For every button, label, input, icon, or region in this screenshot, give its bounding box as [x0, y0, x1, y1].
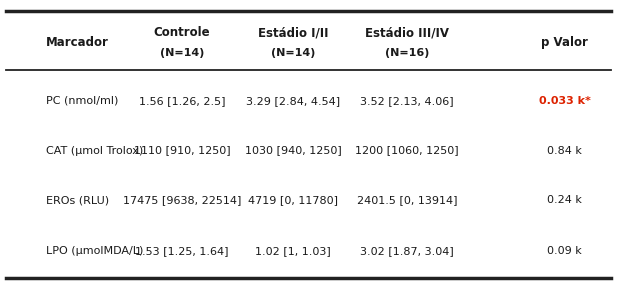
- Text: (N=14): (N=14): [160, 47, 204, 58]
- Text: 3.02 [1.87, 3.04]: 3.02 [1.87, 3.04]: [360, 246, 454, 256]
- Text: 3.29 [2.84, 4.54]: 3.29 [2.84, 4.54]: [246, 96, 340, 106]
- Text: 1.53 [1.25, 1.64]: 1.53 [1.25, 1.64]: [135, 246, 229, 256]
- Text: LPO (μmolMDA/L): LPO (μmolMDA/L): [46, 246, 144, 256]
- Text: (N=14): (N=14): [271, 47, 315, 58]
- Text: 4719 [0, 11780]: 4719 [0, 11780]: [248, 195, 338, 205]
- Text: (N=16): (N=16): [385, 47, 429, 58]
- Text: 1200 [1060, 1250]: 1200 [1060, 1250]: [355, 145, 459, 156]
- Text: PC (nmol/ml): PC (nmol/ml): [46, 96, 118, 106]
- Text: 0.84 k: 0.84 k: [547, 145, 582, 156]
- Text: p Valor: p Valor: [541, 36, 588, 49]
- Text: 2401.5 [0, 13914]: 2401.5 [0, 13914]: [357, 195, 457, 205]
- Text: 1030 [940, 1250]: 1030 [940, 1250]: [245, 145, 341, 156]
- Text: 1.56 [1.26, 2.5]: 1.56 [1.26, 2.5]: [139, 96, 225, 106]
- Text: CAT (μmol Trolox): CAT (μmol Trolox): [46, 145, 144, 156]
- Text: Controle: Controle: [154, 26, 210, 39]
- Text: Estádio III/IV: Estádio III/IV: [365, 26, 449, 39]
- Text: Estádio I/II: Estádio I/II: [258, 26, 328, 39]
- Text: 0.24 k: 0.24 k: [547, 195, 582, 205]
- Text: 3.52 [2.13, 4.06]: 3.52 [2.13, 4.06]: [360, 96, 454, 106]
- Text: 1110 [910, 1250]: 1110 [910, 1250]: [134, 145, 230, 156]
- Text: EROs (RLU): EROs (RLU): [46, 195, 109, 205]
- Text: Marcador: Marcador: [46, 36, 109, 49]
- Text: 1.02 [1, 1.03]: 1.02 [1, 1.03]: [255, 246, 331, 256]
- Text: 0.033 k*: 0.033 k*: [539, 96, 590, 106]
- Text: 0.09 k: 0.09 k: [547, 246, 582, 256]
- Text: 17475 [9638, 22514]: 17475 [9638, 22514]: [123, 195, 241, 205]
